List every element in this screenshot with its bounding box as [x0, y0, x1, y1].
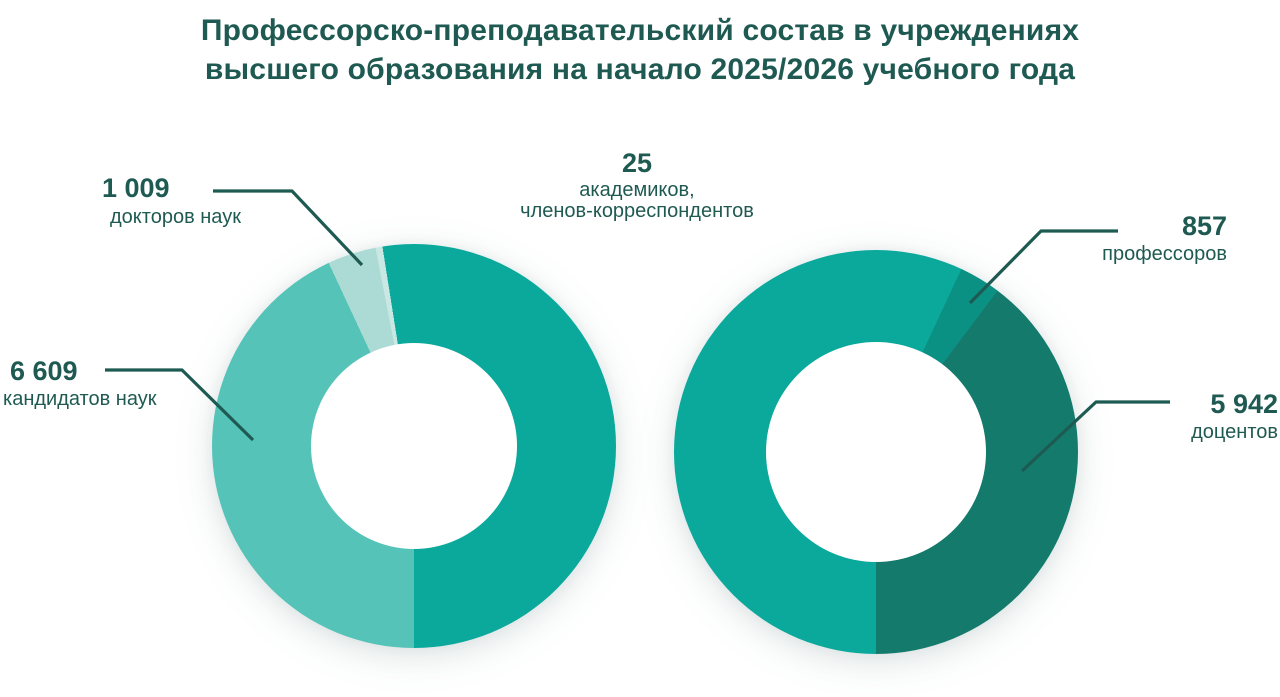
page-title-line1: Профессорско-преподавательский состав в … [200, 14, 1080, 47]
academicians-value: 25 [621, 148, 653, 178]
docents-label: доцентов [1191, 421, 1278, 443]
titles-donut-chart [674, 250, 1078, 654]
candidates-label: кандидатов наук [3, 388, 157, 410]
callout-doctors: 1 009 докторов наук [102, 173, 241, 228]
candidates-value: 6 609 [10, 356, 78, 386]
professors-value: 857 [1181, 211, 1227, 241]
docents-value: 5 942 [1210, 389, 1278, 419]
doctors-label: докторов наук [110, 206, 241, 228]
callout-candidates: 6 609 кандидатов наук [3, 356, 157, 410]
callout-docents: 5 942 доцентов [1191, 389, 1278, 443]
academicians-label-line1: академиков, [579, 179, 695, 201]
academicians-label-line2: членов-корреспондентов [520, 200, 754, 222]
page-title-line2: высшего образования на начало 2025/2026 … [204, 53, 1076, 86]
callout-professors: 857 профессоров [1102, 211, 1227, 265]
professors-label: профессоров [1102, 243, 1227, 265]
callout-academicians: 25 академиков, членов-корреспондентов [457, 147, 817, 222]
page-title: Профессорско-преподавательский состав в … [0, 11, 1280, 89]
doctors-value: 1 009 [102, 173, 170, 203]
degrees-donut-chart [212, 244, 616, 648]
